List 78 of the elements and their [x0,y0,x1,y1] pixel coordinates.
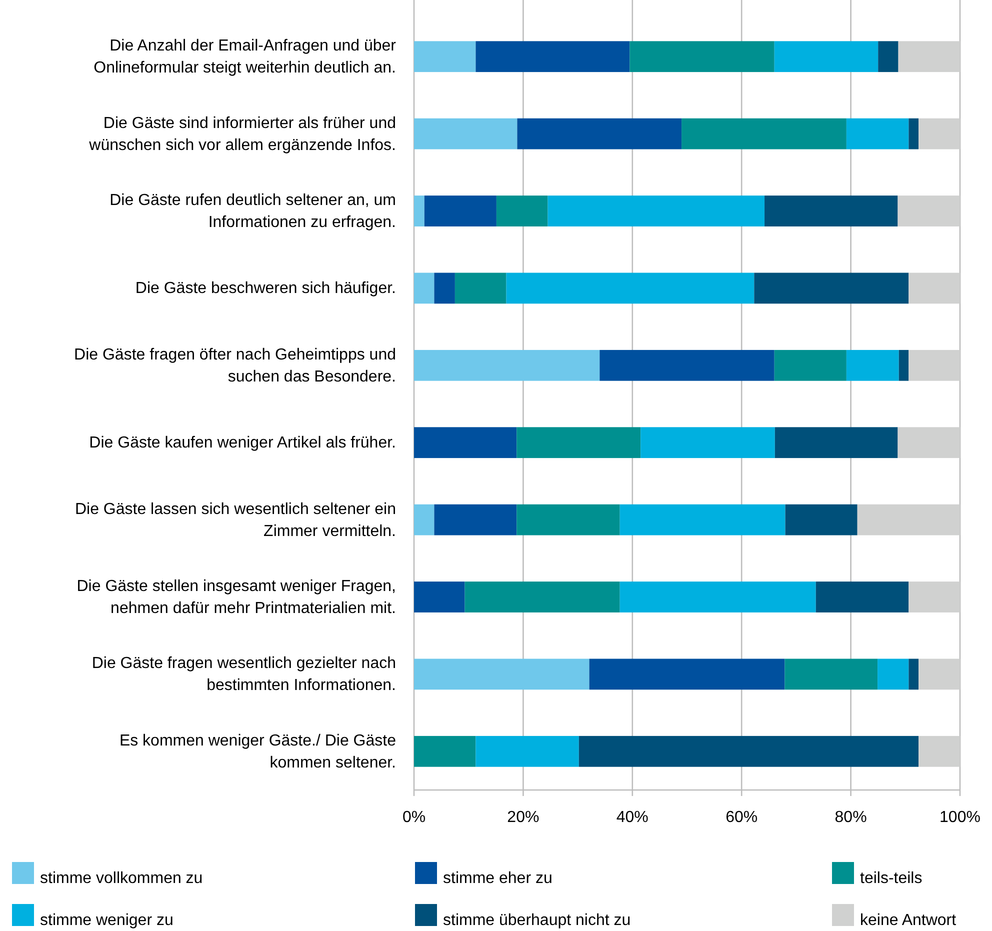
bar [908,350,960,381]
bar [630,41,774,72]
bar [434,272,455,304]
bar [414,350,600,381]
x-tick-label: 40% [616,809,648,826]
bar [898,41,960,72]
bar [548,196,765,226]
bar [682,118,846,150]
bar [908,118,919,150]
bar [846,350,899,381]
bar [414,118,518,150]
x-tick-label: 80% [834,809,867,826]
bar [774,427,898,458]
y-tick-label: Die Gäste beschweren sich häufiger. [135,280,396,298]
bar [878,658,909,690]
bar [434,504,517,536]
bar [589,658,785,690]
bar [506,272,754,304]
bar [516,504,620,536]
bar [414,736,476,767]
bar [414,582,465,612]
y-tick-label: Die Anzahl der Email-Anfragen und über Onlineformular steigt weiterhin deutlich an. [94,38,397,77]
bar [517,118,682,150]
x-tick-label: 100% [940,809,980,826]
bar [774,350,846,381]
bar [516,427,641,458]
bar [424,196,496,226]
bar [496,196,548,226]
bar [908,272,960,304]
bar [414,272,434,304]
bar [908,658,919,690]
x-tick-label: 0% [402,809,426,826]
bar [640,427,775,458]
legend-label: stimme überhaupt nicht zu [443,912,631,929]
bar [878,41,898,72]
bar [414,658,590,690]
y-tick-label: Die Gäste rufen deutlich seltener an, um Informationen zu erfragen. [110,192,396,231]
bar [774,41,878,72]
bar [414,427,517,458]
bar [414,504,434,536]
x-tick-label: 20% [507,809,540,826]
bar [754,272,909,304]
y-tick-label: Die Gäste fragen öfter nach Geheimtipps und suchen das Besondere. [74,346,396,386]
bar [857,504,960,536]
y-tick-label: Die Gäste kaufen weniger Artikel als früher. [89,434,396,452]
bar [464,582,620,612]
y-tick-label: Die Gäste sind informierter als früher und wünschen sich vor allem ergänzende Infos. [88,114,396,154]
bar [476,41,630,72]
bar [898,427,960,458]
bar [918,118,960,150]
bar [414,196,424,226]
bar [620,504,786,536]
y-tick-label: Die Gäste stellen insgesamt weniger Fragen, nehmen dafür mehr Printmaterialien mit. [76,578,396,617]
y-tick-label: Es kommen weniger Gäste./ Die Gäste kommen seltener. [119,732,396,772]
x-tick-label: 60% [726,809,758,826]
bar [600,350,774,381]
bar [846,118,909,150]
bar [414,41,476,72]
bar [898,350,909,381]
bar [918,736,960,767]
legend-label: stimme eher zu [443,870,552,887]
bar [578,736,919,767]
bar [620,582,816,612]
bar [785,504,858,536]
legend-label: stimme weniger zu [40,912,174,929]
bar [476,736,579,767]
bar [816,582,909,612]
bar [454,272,506,304]
legend-label: keine Antwort [860,912,957,929]
bar [784,658,878,690]
y-tick-label: Die Gäste lassen sich wesentlich seltener ein Zimmer vermitteln. [74,500,396,540]
legend-label: stimme vollkommen zu [40,870,203,887]
legend-label: teils-teils [860,870,922,887]
bar [908,582,960,612]
bar [764,196,898,226]
bar [918,658,960,690]
y-tick-label: Die Gäste fragen wesentlich gezielter nach bestimmten Informationen. [92,655,396,694]
bar [898,196,960,226]
